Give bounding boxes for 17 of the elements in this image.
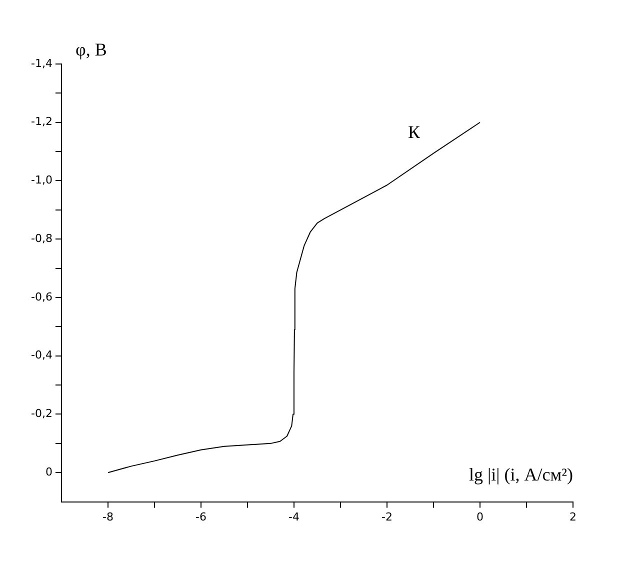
y-tick-label: -0,8 <box>30 232 52 245</box>
y-tick-label: -1,2 <box>30 115 52 128</box>
x-tick-label: 0 <box>476 510 484 524</box>
y-axis-title: φ, В <box>75 40 107 60</box>
annotation: К <box>408 122 421 142</box>
x-tick-label: -6 <box>195 510 206 524</box>
x-tick-label: 2 <box>570 510 576 524</box>
y-tick-label: -0,4 <box>30 348 52 362</box>
x-tick-label: -8 <box>102 510 114 524</box>
y-tick-label: -1,0 <box>30 174 52 187</box>
x-axis-title: lg |i| (i, А/см²) <box>469 464 573 484</box>
y-tick-label: -1,4 <box>30 56 52 70</box>
y-tick-label: 0 <box>45 465 52 478</box>
y-tick-label: -0,2 <box>30 407 52 420</box>
y-tick-label: -0,6 <box>30 290 52 304</box>
x-tick-label: -2 <box>382 510 392 524</box>
x-tick-label: -4 <box>288 510 300 524</box>
